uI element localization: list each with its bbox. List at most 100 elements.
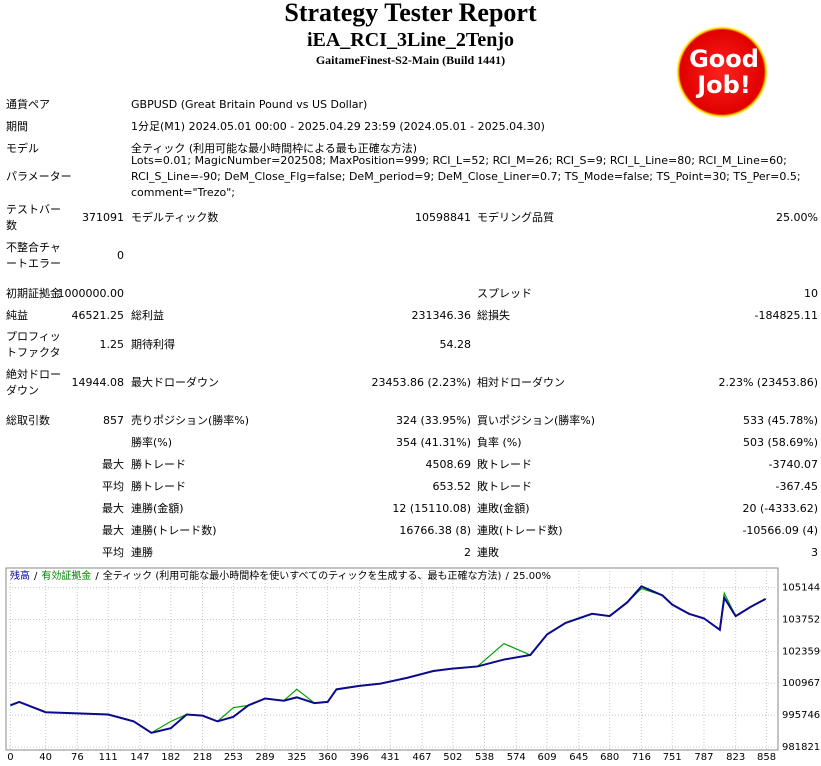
- legend: 残高 / 有効証拠金 / 全ティック (利用可能な最小時間枠を使いすべてのティックを生成…: [10, 569, 551, 582]
- field-label: 買いポジション(勝率%): [477, 414, 596, 427]
- field-value: GBPUSD (Great Britain Pound vs US Dollar…: [131, 98, 368, 111]
- field-label: 相対ドローダウン: [477, 376, 565, 389]
- x-tick-label: 0: [7, 752, 13, 763]
- x-tick-label: 680: [600, 752, 619, 763]
- y-tick-label: 1051447: [782, 583, 821, 594]
- field-label: 連敗(金額): [477, 502, 530, 515]
- x-tick-label: 574: [507, 752, 526, 763]
- field-value: 324 (33.95%): [395, 414, 471, 427]
- field-value: 20 (-4333.62): [742, 502, 818, 515]
- field-value: 857: [103, 414, 124, 427]
- x-tick-label: 253: [224, 752, 243, 763]
- field-label: 連勝(トレード数): [131, 524, 217, 537]
- badge-line: Good: [689, 45, 759, 73]
- field-value: 4508.69: [425, 458, 472, 471]
- field-value: 1000000.00: [57, 287, 124, 300]
- plot-frame: [5, 567, 779, 751]
- field-label: テストバー数: [6, 203, 61, 232]
- y-tick-label: 981821: [782, 742, 820, 753]
- field-label: 期間: [6, 120, 28, 133]
- field-label: 敗トレード: [477, 480, 532, 493]
- field-label: 平均: [102, 480, 124, 493]
- x-tick-label: 289: [256, 752, 275, 763]
- field-value: 1.25: [99, 338, 125, 351]
- field-label: 連敗: [477, 546, 499, 559]
- x-tick-label: 609: [538, 752, 557, 763]
- field-label: 売りポジション(勝率%): [131, 414, 250, 427]
- badge-line: Job!: [697, 71, 751, 99]
- field-value: 10598841: [415, 211, 471, 224]
- field-label: プロフィットファクタ: [6, 330, 61, 359]
- x-tick-label: 40: [39, 752, 52, 763]
- field-value: 12 (15110.08): [392, 502, 471, 515]
- x-tick-label: 182: [161, 752, 180, 763]
- report-title: Strategy Tester Report: [284, 0, 537, 27]
- x-tick-label: 716: [632, 752, 651, 763]
- field-value: 46521.25: [71, 309, 125, 322]
- badge: [676, 26, 768, 118]
- field-label: 連勝(金額): [131, 502, 184, 515]
- y-tick-label: 995746: [782, 710, 820, 721]
- field-label: 最大: [102, 502, 124, 515]
- field-label: パラメーター: [6, 170, 72, 183]
- x-tick-label: 396: [350, 752, 369, 763]
- field-label: 連勝: [131, 546, 153, 559]
- field-label: 純益: [6, 309, 28, 322]
- field-value: 0: [117, 249, 124, 262]
- field-value: 2: [464, 546, 471, 559]
- x-tick-label: 76: [71, 752, 84, 763]
- field-value: -184825.11: [754, 309, 818, 322]
- field-value: -10566.09 (4): [742, 524, 818, 537]
- legend-separator: /: [34, 571, 38, 582]
- field-value: 371091: [82, 211, 124, 224]
- badge-text: Good Job!: [676, 46, 772, 98]
- legend-entry: 25.00%: [513, 571, 551, 582]
- x-tick-label: 502: [443, 752, 462, 763]
- x-tick-label: 823: [726, 752, 745, 763]
- x-tick-label: 218: [193, 752, 212, 763]
- legend-separator: /: [95, 571, 99, 582]
- field-label: 総取引数: [6, 414, 50, 427]
- field-label: 最大ドローダウン: [131, 376, 219, 389]
- x-tick-label: 431: [381, 752, 400, 763]
- field-value: 533 (45.78%): [742, 414, 818, 427]
- series-line: [10, 585, 767, 734]
- field-label: 通貨ペア: [6, 98, 50, 111]
- field-label: 勝率(%): [131, 436, 173, 449]
- field-label: 最大: [102, 458, 124, 471]
- x-tick-label: 467: [412, 752, 431, 763]
- field-value: -367.45: [775, 480, 818, 493]
- x-tick-label: 147: [130, 752, 149, 763]
- field-value: 54.28: [439, 338, 472, 351]
- server-name: GaitameFinest-S2-Main (Build 1441): [315, 53, 506, 67]
- field-value: 2.23% (23453.86): [718, 376, 818, 389]
- field-label: 勝トレード: [131, 480, 186, 493]
- field-label: 不整合チャートエラー: [6, 241, 61, 270]
- field-label: モデルティック数: [131, 211, 219, 224]
- field-label: スプレッド: [477, 287, 532, 300]
- legend-entry: 全ティック (利用可能な最小時間枠を使いすべてのティックを生成する、最も正確な方…: [103, 569, 502, 582]
- field-label: 総利益: [131, 309, 164, 322]
- x-tick-label: 858: [757, 752, 776, 763]
- field-label: モデル: [6, 142, 39, 155]
- legend-separator: /: [505, 571, 509, 582]
- field-label: 初期証拠金: [6, 287, 61, 300]
- legend-entry: 有効証拠金: [41, 569, 91, 582]
- field-value: 25.00%: [776, 211, 818, 224]
- field-value: 1分足(M1) 2024.05.01 00:00 - 2025.04.29 23…: [131, 120, 545, 133]
- x-tick-label: 538: [475, 752, 494, 763]
- field-label: 平均: [102, 546, 124, 559]
- field-value: -3740.07: [768, 458, 818, 471]
- x-tick-label: 111: [99, 752, 118, 763]
- y-tick-label: 1023596: [782, 646, 821, 657]
- field-label: 負率 (%): [477, 436, 522, 449]
- field-label: 敗トレード: [477, 458, 532, 471]
- field-label: 連敗(トレード数): [477, 524, 563, 537]
- field-value: 503 (58.69%): [742, 436, 818, 449]
- field-label: 最大: [102, 524, 124, 537]
- field-label: 絶対ドローダウン: [6, 368, 61, 397]
- field-value: 16766.38 (8): [399, 524, 471, 537]
- field-label: 総損失: [477, 309, 510, 322]
